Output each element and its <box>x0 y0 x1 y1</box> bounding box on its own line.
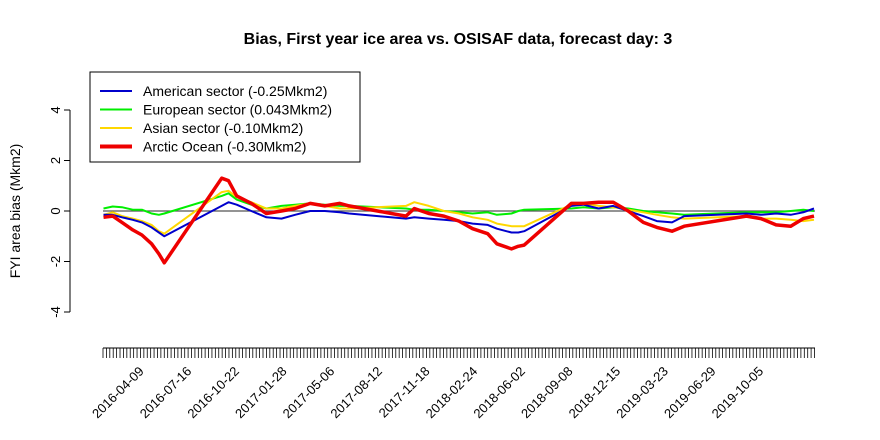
series-layer <box>103 176 815 265</box>
y-tick-label: -4 <box>48 306 63 318</box>
y-tick-label: -2 <box>48 256 63 268</box>
legend-label: American sector (-0.25Mkm2) <box>143 83 327 99</box>
legend-label: Arctic Ocean (-0.30Mkm2) <box>143 139 306 155</box>
chart-title: Bias, First year ice area vs. OSISAF dat… <box>244 31 673 48</box>
series-line-2 <box>103 201 815 238</box>
x-tick-label: 2019-10-05 <box>709 364 767 422</box>
legend: American sector (-0.25Mkm2) European sect… <box>89 71 361 163</box>
x-tick-label: 2017-08-12 <box>327 364 385 422</box>
y-tick-label: 2 <box>48 157 63 164</box>
y-tick-label: 0 <box>48 207 63 214</box>
series-line-3 <box>103 176 815 265</box>
series-line-1 <box>103 189 815 235</box>
legend-label: Asian sector (-0.10Mkm2) <box>143 120 303 136</box>
y-tick-label: 4 <box>48 106 63 113</box>
y-axis-label: FYI area bias (Mkm2) <box>7 144 23 279</box>
legend-box <box>89 71 361 163</box>
legend-label: European sector (0.043Mkm2) <box>143 102 332 118</box>
